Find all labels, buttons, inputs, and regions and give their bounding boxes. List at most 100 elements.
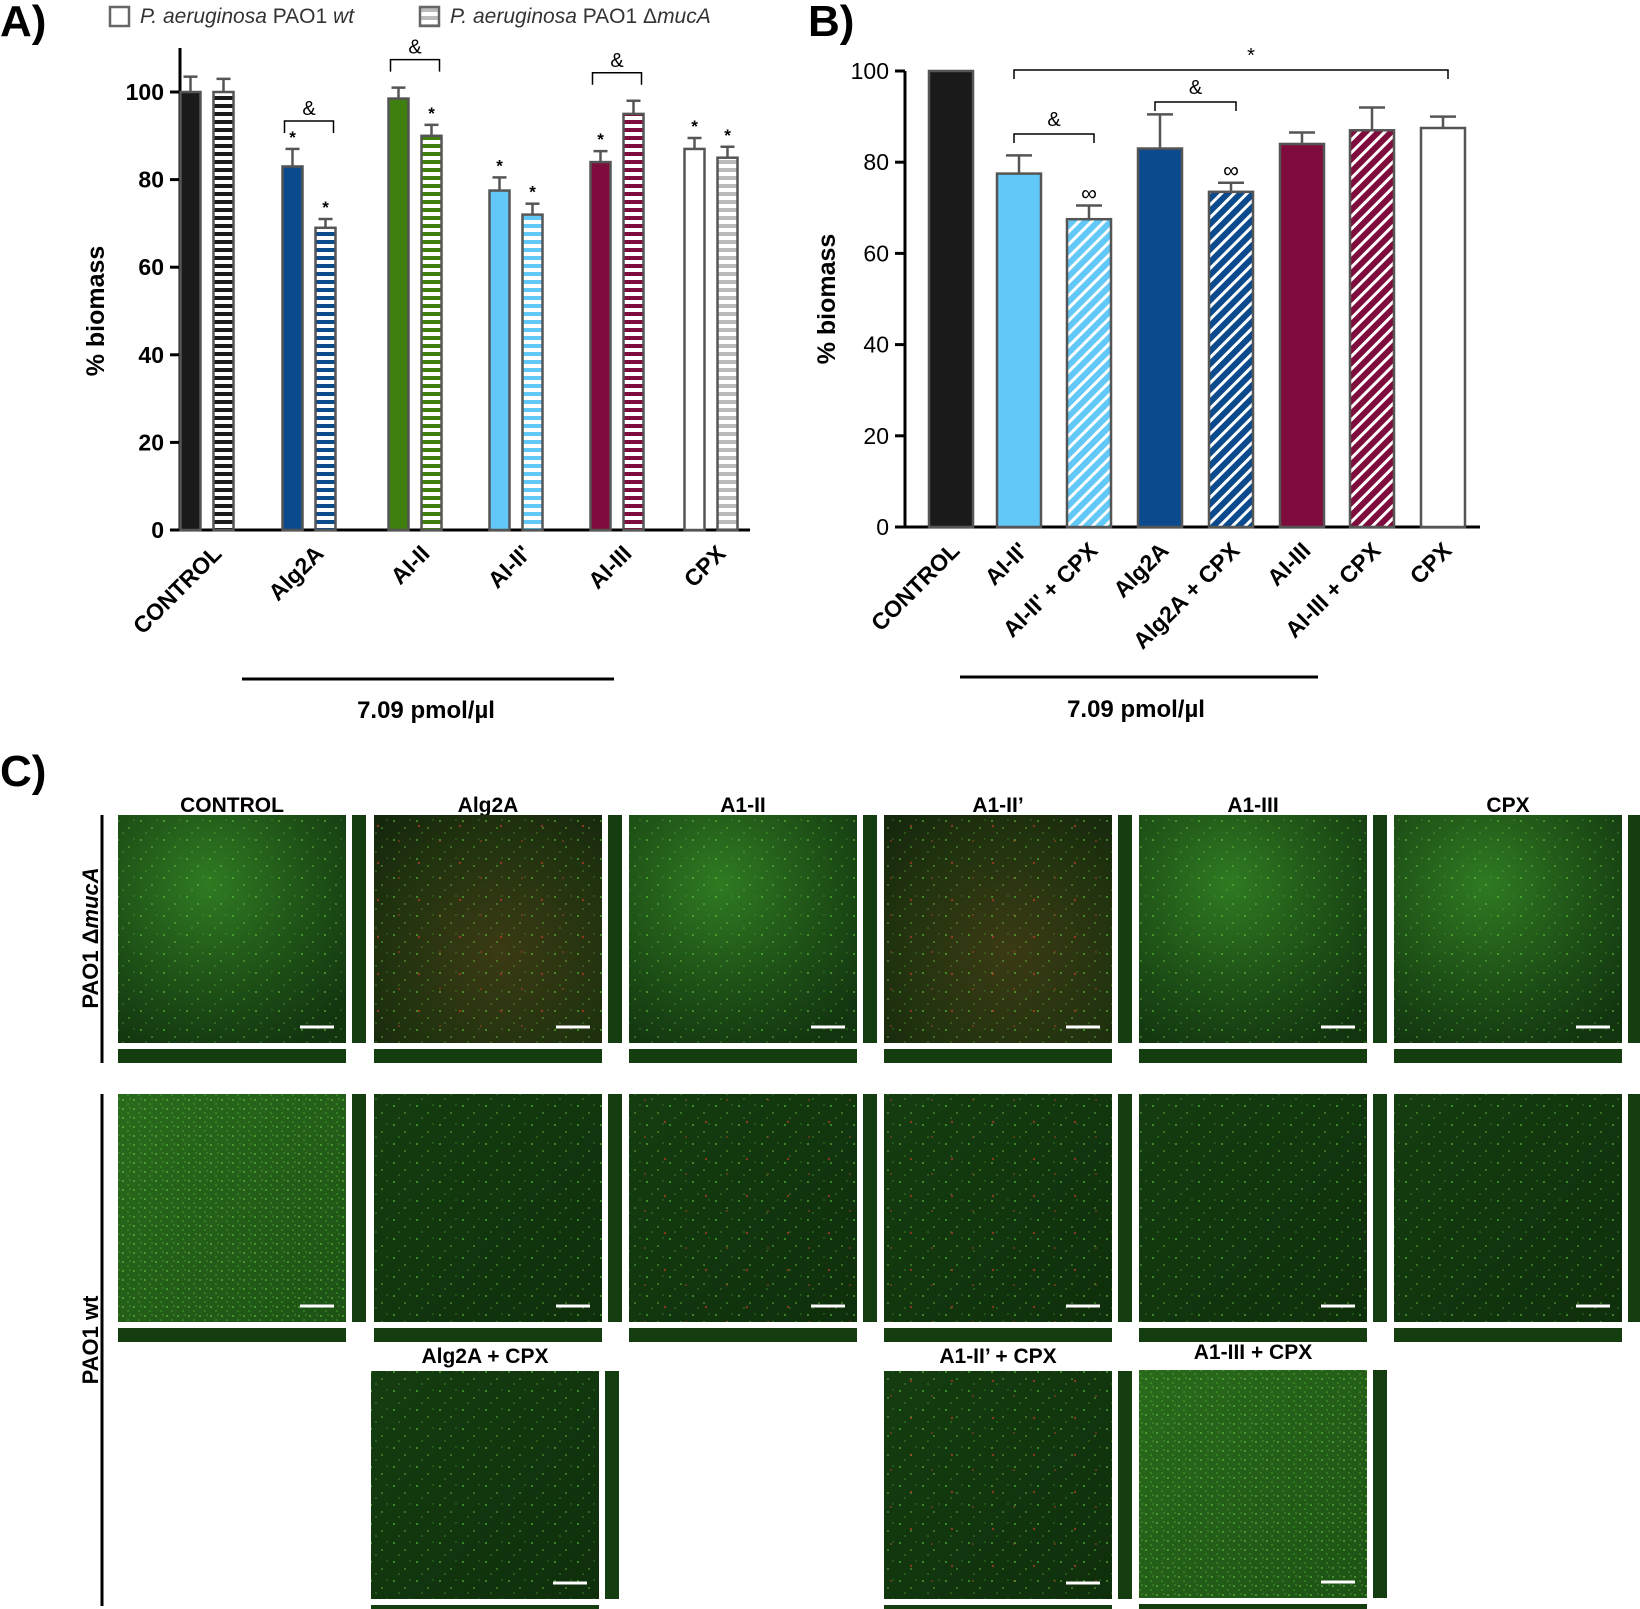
column-label: Alg2A <box>458 794 519 817</box>
micro-muca-alg2a <box>374 815 622 1063</box>
comparison-bracket-a <box>283 120 335 133</box>
x-tick-label-b: AI-II' <box>980 537 1033 590</box>
micro-muca-control <box>118 815 366 1063</box>
image-red-signal <box>629 1094 857 1322</box>
panel-b-letter: B) <box>808 0 854 46</box>
bar-a-ai-ii-muca <box>521 213 544 532</box>
significance-marker-a: * <box>322 198 329 217</box>
y-tick-label-a: 20 <box>138 429 164 455</box>
concentration-bracket-a: 7.09 pmol/µl <box>242 677 614 724</box>
micro-muca-cpx <box>1394 815 1640 1063</box>
y-tick-label-b: 0 <box>876 514 889 540</box>
bar-a-alg2a-wt <box>281 165 304 532</box>
column-label: A1-II <box>720 794 766 817</box>
legend-wt-label: P. aeruginosa PAO1 wt <box>140 5 355 28</box>
bar-a-control-wt <box>179 90 202 532</box>
micro-wt-alg2a-cpx <box>371 1371 619 1609</box>
orthogonal-view-side <box>352 1094 366 1322</box>
chart-b: 0 20 40 60 80 100 % biomass ∞ ∞ & & * CONTROL AI-II' A… <box>813 45 1480 654</box>
comparison-symbol-a: & <box>302 98 316 120</box>
column-label: CONTROL <box>180 794 284 817</box>
orthogonal-view-side <box>608 815 622 1043</box>
image-speckle <box>1139 1370 1367 1598</box>
extra-column-label: A1-II’ + CPX <box>939 1345 1056 1368</box>
y-tick-label-a: 100 <box>126 79 164 105</box>
orthogonal-view-side <box>1628 815 1640 1043</box>
image-red-signal <box>884 815 1112 1043</box>
legend-wt-swatch <box>108 5 131 28</box>
y-tick-label-b: 60 <box>863 240 889 266</box>
orthogonal-view-bottom <box>118 1049 346 1063</box>
bar-b-control <box>927 69 975 529</box>
comparison-symbol-a: & <box>408 37 422 59</box>
bar-a-cpx-muca <box>716 156 739 532</box>
image-speckle <box>1394 1094 1622 1322</box>
significance-marker-a: * <box>691 117 698 136</box>
y-tick-label-b: 40 <box>863 332 889 358</box>
column-label: A1-III <box>1227 794 1278 817</box>
orthogonal-view-bottom <box>629 1328 857 1342</box>
infinity-marker-b: ∞ <box>1081 181 1097 206</box>
bar-b-ai-iii-cpx <box>1348 129 1396 529</box>
orthogonal-view-bottom <box>884 1049 1112 1063</box>
significance-marker-a: * <box>597 130 604 149</box>
panel-c-letter: C) <box>0 747 46 796</box>
y-tick-label-b: 80 <box>863 149 889 175</box>
extra-column-label: A1-III + CPX <box>1194 1341 1312 1364</box>
image-speckle <box>629 815 857 1043</box>
comparison-symbol-b: * <box>1247 45 1255 67</box>
x-tick-label-b: CPX <box>1405 537 1457 589</box>
x-tick-label-a: Alg2A <box>263 540 328 605</box>
orthogonal-view-side <box>608 1094 622 1322</box>
orthogonal-view-side <box>1118 1371 1132 1599</box>
infinity-marker-b: ∞ <box>1223 158 1239 183</box>
x-tick-label-a: CPX <box>679 540 731 592</box>
orthogonal-view-side <box>1373 1370 1387 1598</box>
orthogonal-view-side <box>1118 815 1132 1043</box>
image-red-signal <box>374 815 602 1043</box>
comparison-symbol-b: & <box>1189 77 1203 99</box>
comparison-bracket-b <box>1154 101 1237 111</box>
bar-b-alg2a <box>1136 147 1184 529</box>
y-axis-title-a: % biomass <box>82 246 110 377</box>
image-speckle <box>374 1094 602 1322</box>
column-label: CPX <box>1486 794 1529 817</box>
orthogonal-view-bottom <box>1139 1049 1367 1063</box>
orthogonal-view-bottom <box>1139 1328 1367 1342</box>
bar-b-ai-ii-cpx <box>1065 217 1113 529</box>
micro-wt-a1-iii-cpx <box>1139 1370 1387 1609</box>
image-speckle <box>118 815 346 1043</box>
significance-marker-a: * <box>428 104 435 123</box>
bar-b-ai-iii <box>1278 142 1326 529</box>
image-speckle <box>1139 1094 1367 1322</box>
orthogonal-view-bottom <box>884 1328 1112 1342</box>
image-speckle <box>371 1371 599 1599</box>
micro-muca-a1-iii <box>1139 815 1387 1063</box>
x-tick-label-a: CONTROL <box>128 540 227 639</box>
orthogonal-view-side <box>1373 1094 1387 1322</box>
image-red-signal <box>884 1094 1112 1322</box>
comparison-bracket-a <box>591 72 643 85</box>
concentration-bracket-b: 7.09 pmol/µl <box>960 675 1318 723</box>
x-tick-label-a: AI-II <box>385 540 434 589</box>
y-axis-title-b: % biomass <box>813 234 841 365</box>
micro-wt-control <box>118 1094 366 1342</box>
orthogonal-view-side <box>863 1094 877 1322</box>
image-speckle <box>118 1094 346 1322</box>
micro-wt-a1-ii <box>884 1094 1132 1342</box>
legend-muca-swatch <box>418 5 441 28</box>
y-tick-label-a: 80 <box>138 167 164 193</box>
micro-muca-a1-ii <box>884 815 1132 1063</box>
comparison-bracket-a <box>389 58 441 72</box>
bar-a-ai-ii-wt <box>488 189 511 532</box>
orthogonal-view-bottom <box>374 1049 602 1063</box>
micro-wt-a1-iii <box>1139 1094 1387 1342</box>
bar-b-ai-ii <box>995 172 1043 529</box>
comparison-symbol-b: & <box>1047 109 1061 131</box>
orthogonal-view-bottom <box>1139 1604 1367 1609</box>
micro-wt-alg2a <box>374 1094 622 1342</box>
extra-column-label: Alg2A + CPX <box>421 1345 548 1368</box>
orthogonal-view-bottom <box>374 1328 602 1342</box>
